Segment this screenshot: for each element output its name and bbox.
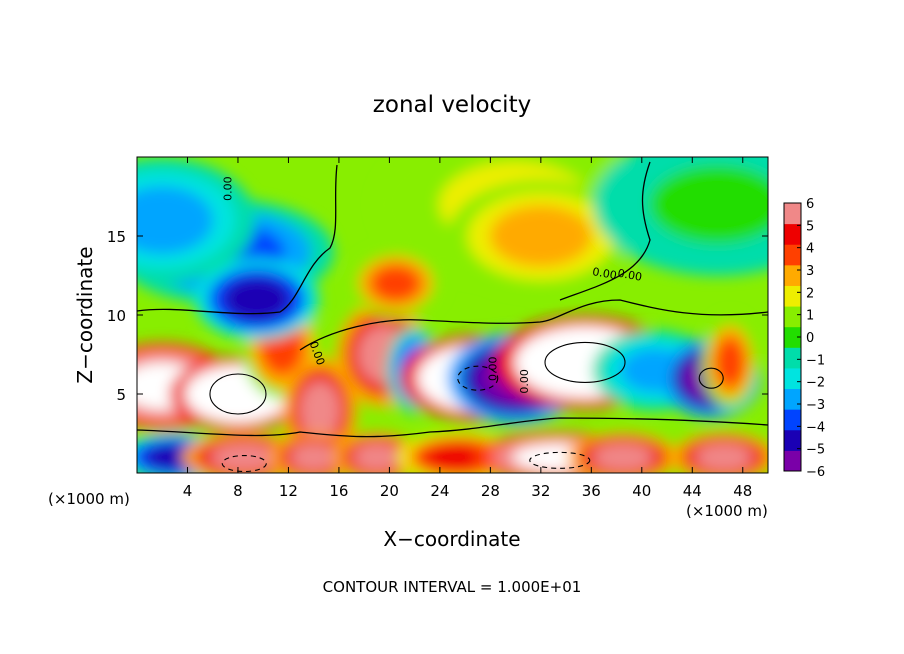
colorbar: 6 5 4 3 2 1 0 −1 −2 −3 −4 −5 −6 xyxy=(783,197,825,480)
colorbar-swatch xyxy=(784,326,801,348)
contour-label: 0.00 xyxy=(518,369,531,394)
colorbar-swatch xyxy=(784,306,801,328)
colorbar-swatch xyxy=(784,203,801,225)
colorbar-tick-label: −6 xyxy=(806,465,825,480)
y-tick-label: 10 xyxy=(107,307,126,325)
x-axis-ticks: 4 8 12 16 20 24 28 32 36 40 44 48 xyxy=(183,157,752,500)
colorbar-tick-label: 2 xyxy=(806,286,814,301)
plot-area xyxy=(137,157,768,473)
colorbar-swatch xyxy=(784,388,801,410)
closed-contour xyxy=(529,451,591,469)
field-blob xyxy=(289,443,338,471)
x-tick-label: 32 xyxy=(531,482,550,500)
y-axis-ticks: 5 10 15 xyxy=(107,228,768,404)
x-tick-label: 28 xyxy=(481,482,500,500)
zero-contour xyxy=(137,164,768,438)
contour-label: 0.00 xyxy=(591,265,617,282)
colorbar-tick-label: −4 xyxy=(806,420,825,435)
x-tick-label: 8 xyxy=(233,482,243,500)
y-axis-label: Z−coordinate xyxy=(73,246,97,383)
x-tick-label: 48 xyxy=(733,482,752,500)
colorbar-tick-label: −2 xyxy=(806,376,825,391)
x-tick-label: 44 xyxy=(683,482,702,500)
y-tick-label: 5 xyxy=(116,386,126,404)
colorbar-tick-label: 4 xyxy=(806,242,814,257)
colorbar-swatch xyxy=(784,409,801,431)
field-blob xyxy=(489,205,592,267)
colorbar-swatch xyxy=(784,285,801,307)
field-blob xyxy=(299,380,341,439)
contour-label: 0.00 xyxy=(222,176,235,201)
contour-interval-footer: CONTOUR INTERVAL = 1.000E+01 xyxy=(323,578,582,596)
contour-label: 0.00 xyxy=(617,267,643,284)
field-blob xyxy=(592,443,654,471)
x-tick-label: 20 xyxy=(380,482,399,500)
colorbar-swatch xyxy=(784,450,801,472)
colorbar-tick-label: −5 xyxy=(806,443,825,458)
closed-contour xyxy=(209,373,267,415)
x-tick-label: 40 xyxy=(632,482,651,500)
chart-title: zonal velocity xyxy=(373,92,531,118)
field-blob xyxy=(424,443,493,471)
x-unit-label-right: (×1000 m) xyxy=(686,502,768,520)
x-unit-label-left: (×1000 m) xyxy=(48,490,130,508)
field-blob xyxy=(137,186,214,255)
closed-contour xyxy=(544,341,626,383)
x-tick-label: 36 xyxy=(582,482,601,500)
colorbar-tick-label: 3 xyxy=(806,264,814,279)
y-tick-label: 15 xyxy=(107,228,126,246)
colorbar-tick-label: 1 xyxy=(806,309,814,324)
velocity-field xyxy=(137,157,768,473)
x-tick-label: 16 xyxy=(329,482,348,500)
zero-contour xyxy=(299,161,768,351)
x-tick-label: 12 xyxy=(279,482,298,500)
x-tick-label: 24 xyxy=(430,482,449,500)
colorbar-swatch xyxy=(784,244,801,266)
field-blob xyxy=(694,443,753,471)
closed-contour xyxy=(698,367,724,389)
colorbar-tick-label: −3 xyxy=(806,398,825,413)
colorbar-tick-label: 5 xyxy=(806,219,814,234)
colorbar-swatch xyxy=(784,347,801,369)
colorbar-tick-label: −1 xyxy=(806,353,825,368)
colorbar-tick-label: 6 xyxy=(806,197,814,212)
field-blob xyxy=(210,443,279,471)
contour-lines xyxy=(137,161,768,473)
field-blob xyxy=(714,336,746,388)
colorbar-swatch xyxy=(784,264,801,286)
x-tick-label: 4 xyxy=(183,482,193,500)
closed-contour xyxy=(221,454,267,473)
closed-contour xyxy=(457,365,499,391)
field-blob xyxy=(352,443,401,471)
field-blob xyxy=(370,264,422,303)
colorbar-tick-label: 0 xyxy=(806,331,814,346)
contour-label: 0.00 xyxy=(487,356,500,381)
x-axis-label: X−coordinate xyxy=(383,527,520,551)
colorbar-swatch xyxy=(784,223,801,245)
field-blob xyxy=(222,277,291,322)
colorbar-swatch xyxy=(784,429,801,451)
colorbar-swatch xyxy=(784,367,801,390)
field-blob xyxy=(649,165,768,244)
